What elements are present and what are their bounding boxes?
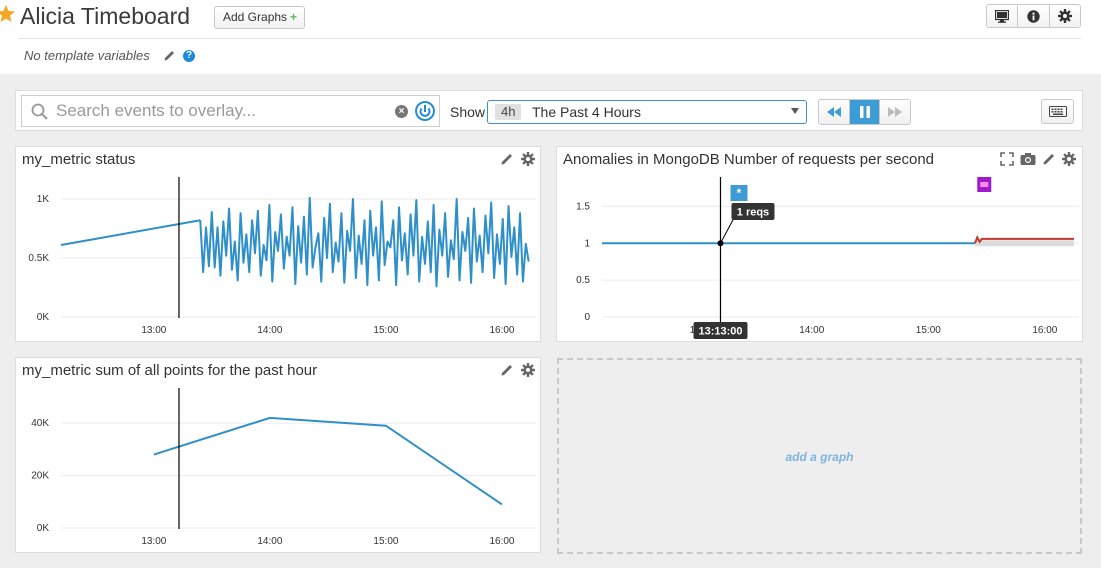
x-tick-label: 14:00 <box>257 325 282 336</box>
header-divider <box>18 38 1081 39</box>
widget-metric-sum: my_metric sum of all points for the past… <box>15 357 541 553</box>
monitor-icon <box>995 9 1010 23</box>
header-actions <box>986 4 1081 28</box>
y-tick-label: 1.5 <box>576 201 590 212</box>
chart-metric-status: 0K 0.5K 1K 13:00 14:00 15:00 16:00 <box>28 177 536 336</box>
x-tick-label: 15:00 <box>916 325 941 336</box>
x-tick-label: 16:00 <box>1032 325 1057 336</box>
event-search-input[interactable] <box>56 100 386 122</box>
widget-title: my_metric sum of all points for the past… <box>22 362 318 379</box>
event-marker <box>730 185 748 201</box>
gear-icon[interactable] <box>1062 152 1076 166</box>
plus-icon: + <box>290 10 298 24</box>
info-button[interactable] <box>1018 5 1050 27</box>
timeframe-label: The Past 4 Hours <box>532 104 641 120</box>
pencil-icon[interactable] <box>500 363 514 377</box>
x-tick-label: 15:00 <box>373 536 398 547</box>
add-graphs-button[interactable]: Add Graphs + <box>214 6 305 29</box>
y-tick-label: 0.5 <box>576 275 590 286</box>
show-label: Show <box>450 104 486 120</box>
cursor-time-box <box>693 322 748 339</box>
alert-icon-detail <box>980 182 989 187</box>
tv-mode-button[interactable] <box>987 5 1019 27</box>
y-tick-label: 0K <box>37 312 50 323</box>
y-tick-label: 0.5K <box>28 253 49 264</box>
camera-icon[interactable] <box>1020 152 1036 166</box>
expand-icon[interactable] <box>1000 152 1014 166</box>
keyboard-icon <box>1048 106 1067 117</box>
tooltip-box <box>731 203 775 220</box>
x-tick-label: 14:00 <box>257 536 282 547</box>
event-marker-label: * <box>737 186 742 200</box>
y-tick-label: 20K <box>31 471 49 482</box>
tooltip-value: 1 reqs <box>737 207 769 219</box>
fast-forward-button[interactable] <box>880 100 910 124</box>
clear-search-icon[interactable]: × <box>395 105 408 118</box>
gear-icon[interactable] <box>521 152 535 166</box>
fast-forward-icon <box>888 107 903 117</box>
rewind-icon <box>826 107 841 117</box>
x-tick-label: 16:00 <box>489 536 514 547</box>
tooltip-leader <box>720 216 735 244</box>
favorite-star-icon[interactable] <box>0 4 16 24</box>
event-search-box: × <box>21 95 440 127</box>
cursor-time-label: 13:13:00 <box>698 326 742 338</box>
pencil-icon[interactable] <box>1042 152 1056 166</box>
dashboard-header: Alicia Timeboard Add Graphs + <box>0 0 1101 74</box>
widget-metric-status: my_metric status 0K 0.5K 1K 13:00 14:00 15:00… <box>15 146 541 342</box>
gear-icon[interactable] <box>521 363 535 377</box>
add-graph-placeholder[interactable]: add a graph <box>557 358 1082 554</box>
gear-icon <box>1057 9 1072 23</box>
widget-title: Anomalies in MongoDB Number of requests … <box>563 151 935 168</box>
x-tick-label: 13:00 <box>141 325 166 336</box>
series-line <box>199 196 530 288</box>
rewind-button[interactable] <box>819 100 850 124</box>
series-line-early <box>60 219 201 247</box>
widget-mongodb-anomalies: Anomalies in MongoDB Number of requests … <box>556 146 1083 342</box>
pencil-icon[interactable] <box>500 152 514 166</box>
add-graphs-label: Add Graphs <box>223 10 288 24</box>
x-tick-label: 14:00 <box>799 325 824 336</box>
widget-title: my_metric status <box>22 151 136 168</box>
chart-metric-sum: 0K 20K 40K 13:00 14:00 15:00 16:00 <box>31 388 536 547</box>
search-icon <box>31 103 48 120</box>
chevron-down-icon <box>791 108 799 114</box>
settings-button[interactable] <box>1050 5 1080 27</box>
event-toolbar: × Show 4h The Past 4 Hours <box>15 90 1083 131</box>
pause-icon <box>859 106 870 118</box>
timeframe-badge: 4h <box>495 104 522 120</box>
x-tick-label: 13:00 <box>141 536 166 547</box>
y-tick-label: 0K <box>37 523 50 534</box>
info-icon <box>1027 9 1040 23</box>
dashboard-title: Alicia Timeboard <box>20 3 191 29</box>
pencil-icon[interactable] <box>163 49 176 62</box>
y-tick-label: 1 <box>584 238 590 249</box>
anomaly-band <box>974 240 1074 247</box>
timeframe-select[interactable]: 4h The Past 4 Hours <box>487 100 807 124</box>
playback-controls <box>818 99 911 125</box>
template-variables-text: No template variables <box>24 48 150 63</box>
power-icon[interactable] <box>415 101 435 121</box>
y-tick-label: 0 <box>584 312 590 323</box>
help-icon[interactable]: ? <box>183 50 195 62</box>
y-tick-label: 40K <box>31 418 49 429</box>
x-tick-label: 15:00 <box>373 325 398 336</box>
keyboard-shortcuts-button[interactable] <box>1041 99 1074 124</box>
series-line <box>153 416 503 506</box>
pause-button[interactable] <box>849 100 881 124</box>
y-tick-label: 1K <box>37 194 50 205</box>
x-tick-label: 16:00 <box>489 325 514 336</box>
anomaly-line <box>974 234 1074 244</box>
add-graph-label: add a graph <box>785 450 854 464</box>
